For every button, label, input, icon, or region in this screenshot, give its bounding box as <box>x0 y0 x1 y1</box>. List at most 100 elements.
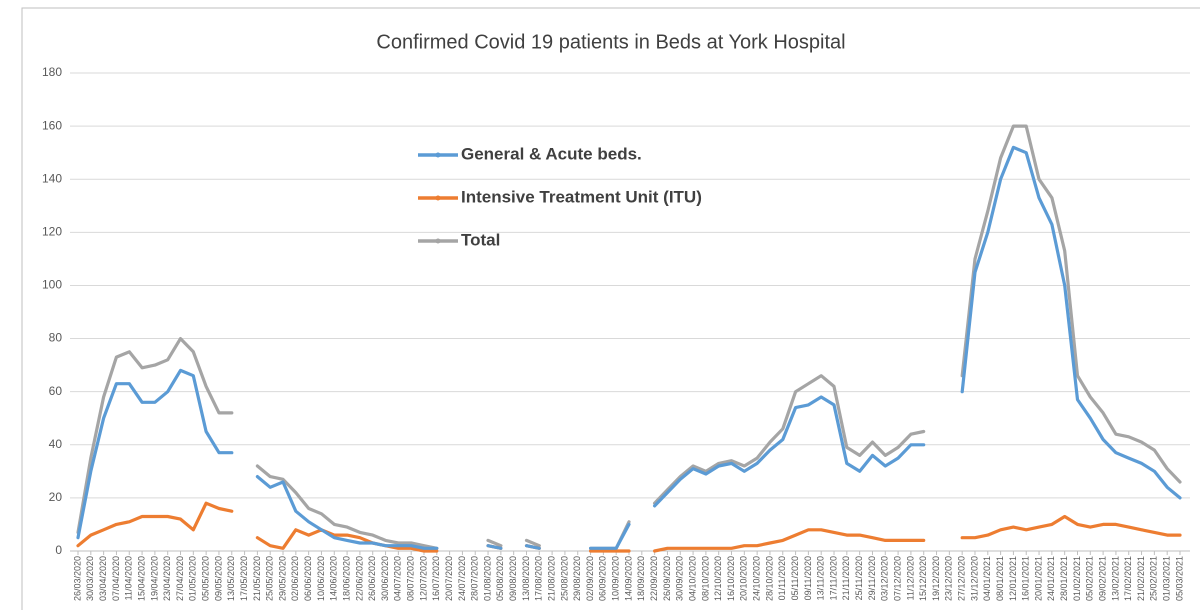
x-tick-label: 27/04/2020 <box>175 556 185 601</box>
x-tick-label: 26/06/2020 <box>367 556 377 601</box>
x-tick-label: 11/12/2020 <box>905 556 915 600</box>
y-tick-label: 160 <box>42 118 62 132</box>
x-tick-label: 12/10/2020 <box>713 556 723 601</box>
x-tick-label: 04/07/2020 <box>393 556 403 601</box>
series-line <box>76 145 1182 550</box>
x-tick-label: 12/01/2021 <box>1008 556 1018 601</box>
x-tick-label: 14/09/2020 <box>623 556 633 601</box>
x-tick-label: 25/11/2020 <box>854 556 864 600</box>
x-tick-label: 05/03/2021 <box>1174 556 1184 601</box>
y-tick-label: 40 <box>49 437 63 451</box>
x-tick-label: 08/07/2020 <box>406 556 416 601</box>
legend-marker <box>435 238 441 244</box>
x-tick-label: 12/07/2020 <box>418 556 428 601</box>
x-tick-label: 30/03/2020 <box>85 556 95 601</box>
x-tick-label: 02/06/2020 <box>290 556 300 601</box>
x-tick-label: 29/08/2020 <box>572 556 582 601</box>
x-tick-label: 26/03/2020 <box>72 556 82 601</box>
x-tick-label: 29/05/2020 <box>277 556 287 601</box>
x-tick-label: 28/10/2020 <box>764 556 774 601</box>
x-tick-label: 28/01/2021 <box>1059 556 1069 601</box>
x-tick-label: 20/01/2021 <box>1033 556 1043 601</box>
x-tick-label: 08/01/2021 <box>995 556 1005 601</box>
x-tick-label: 21/02/2021 <box>1136 556 1146 601</box>
x-tick-label: 25/02/2021 <box>1149 556 1159 601</box>
x-tick-label: 27/12/2020 <box>957 556 967 601</box>
x-tick-label: 18/06/2020 <box>341 556 351 601</box>
x-tick-label: 06/06/2020 <box>303 556 313 601</box>
x-tick-label: 11/04/2020 <box>124 556 134 600</box>
x-tick-label: 30/09/2020 <box>675 556 685 601</box>
x-tick-label: 19/04/2020 <box>149 556 159 601</box>
x-tick-label: 19/12/2020 <box>931 556 941 601</box>
x-tick-label: 30/06/2020 <box>380 556 390 601</box>
legend-label: General & Acute beds. <box>461 144 642 163</box>
x-tick-label: 10/06/2020 <box>316 556 326 601</box>
x-tick-label: 24/10/2020 <box>752 556 762 601</box>
x-tick-label: 09/08/2020 <box>508 556 518 601</box>
x-tick-label: 18/09/2020 <box>636 556 646 601</box>
y-tick-label: 80 <box>49 331 63 345</box>
x-tick-label: 20/10/2020 <box>739 556 749 601</box>
y-tick-label: 100 <box>42 278 62 292</box>
x-tick-label: 24/07/2020 <box>457 556 467 601</box>
x-tick-label: 01/03/2021 <box>1162 556 1172 601</box>
x-tick-label: 14/06/2020 <box>329 556 339 601</box>
x-tick-label: 09/11/2020 <box>803 556 813 600</box>
x-tick-label: 04/10/2020 <box>687 556 697 601</box>
x-tick-label: 01/05/2020 <box>188 556 198 601</box>
x-tick-label: 17/05/2020 <box>239 556 249 601</box>
x-tick-label: 08/10/2020 <box>700 556 710 601</box>
legend-label: Intensive Treatment Unit (ITU) <box>461 187 702 206</box>
x-tick-label: 29/11/2020 <box>867 556 877 600</box>
x-tick-label: 31/12/2020 <box>969 556 979 601</box>
x-tick-label: 03/04/2020 <box>98 556 108 601</box>
y-tick-label: 20 <box>49 490 63 504</box>
x-tick-label: 17/08/2020 <box>534 556 544 601</box>
x-tick-label: 17/11/2020 <box>828 556 838 600</box>
x-tick-label: 17/02/2021 <box>1123 556 1133 601</box>
y-tick-label: 120 <box>42 225 62 239</box>
x-tick-label: 21/11/2020 <box>841 556 851 600</box>
y-tick-label: 140 <box>42 171 62 185</box>
x-tick-label: 22/09/2020 <box>649 556 659 601</box>
x-tick-label: 15/04/2020 <box>136 556 146 601</box>
x-tick-label: 20/07/2020 <box>444 556 454 601</box>
x-tick-label: 13/02/2021 <box>1110 556 1120 601</box>
x-tick-label: 04/01/2021 <box>982 556 992 601</box>
x-tick-label: 10/09/2020 <box>611 556 621 601</box>
x-tick-label: 05/08/2020 <box>495 556 505 601</box>
x-tick-label: 09/05/2020 <box>213 556 223 601</box>
x-tick-label: 21/05/2020 <box>252 556 262 601</box>
x-tick-label: 15/12/2020 <box>918 556 928 601</box>
x-tick-label: 21/08/2020 <box>546 556 556 601</box>
y-tick-label: 0 <box>55 543 62 557</box>
x-tick-label: 07/04/2020 <box>111 556 121 601</box>
x-tick-label: 01/11/2020 <box>777 556 787 600</box>
x-tick-label: 16/01/2021 <box>1021 556 1031 601</box>
chart-title: Confirmed Covid 19 patients in Beds at Y… <box>376 31 845 53</box>
x-tick-label: 13/08/2020 <box>521 556 531 601</box>
x-tick-label: 23/12/2020 <box>944 556 954 601</box>
x-tick-label: 05/11/2020 <box>790 556 800 600</box>
x-tick-label: 05/02/2021 <box>1085 556 1095 601</box>
x-tick-label: 13/05/2020 <box>226 556 236 601</box>
y-tick-label: 60 <box>49 384 63 398</box>
x-tick-label: 26/09/2020 <box>662 556 672 601</box>
legend-marker <box>435 195 441 201</box>
x-tick-label: 01/02/2021 <box>1072 556 1082 601</box>
legend-label: Total <box>461 230 500 249</box>
x-tick-label: 07/12/2020 <box>892 556 902 601</box>
legend-marker <box>435 152 441 158</box>
x-tick-label: 02/09/2020 <box>585 556 595 601</box>
x-tick-label: 24/01/2021 <box>1046 556 1056 601</box>
y-tick-label: 180 <box>42 65 62 79</box>
x-tick-label: 01/08/2020 <box>482 556 492 601</box>
x-tick-label: 13/11/2020 <box>816 556 826 600</box>
x-tick-label: 28/07/2020 <box>470 556 480 601</box>
x-tick-label: 09/02/2021 <box>1097 556 1107 601</box>
x-tick-label: 16/07/2020 <box>431 556 441 601</box>
x-tick-label: 25/08/2020 <box>559 556 569 601</box>
x-tick-label: 06/09/2020 <box>598 556 608 601</box>
